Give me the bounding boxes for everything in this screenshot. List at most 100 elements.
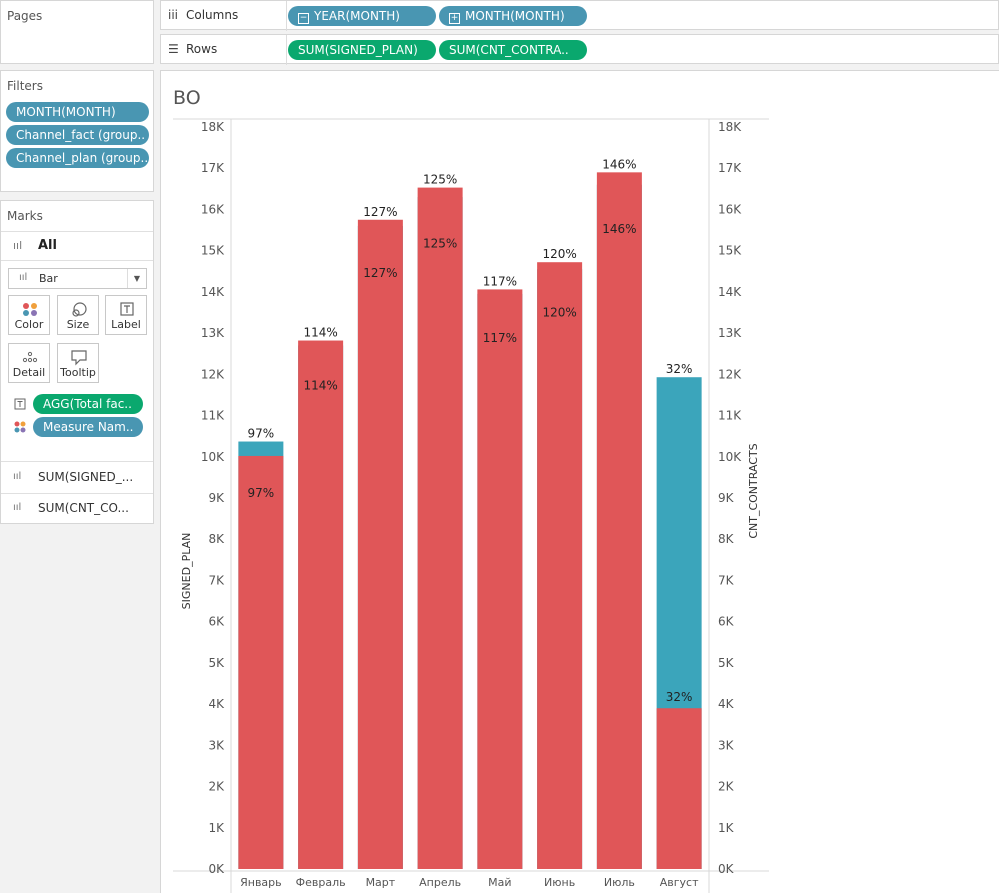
- color-dots-icon: [14, 421, 26, 433]
- pill-label: Channel_plan (group..: [16, 151, 149, 165]
- y-tick-label-left: 10K: [201, 450, 225, 464]
- y-tick-label-left: 6K: [208, 615, 225, 629]
- bar-label-inner: 127%: [363, 266, 397, 280]
- pages-title: Pages: [7, 9, 43, 23]
- color-dots-icon: [23, 303, 37, 316]
- y-tick-label-right: 7K: [718, 573, 735, 587]
- columns-label: Columns: [186, 8, 239, 22]
- y-tick-label-left: 5K: [208, 656, 225, 670]
- label-button[interactable]: Label: [105, 295, 147, 335]
- bar-signed-plan[interactable]: [238, 455, 284, 869]
- marks-card-all[interactable]: ııl All: [1, 232, 153, 260]
- columns-shelf: iii Columns − YEAR(MONTH) + MONTH(MONTH): [160, 0, 999, 31]
- pill-sum-cnt-contracts[interactable]: SUM(CNT_CONTRA..: [439, 40, 587, 60]
- dropdown-arrow-icon: ▼: [127, 269, 146, 288]
- detail-dots-icon: [22, 351, 38, 363]
- bar-signed-plan[interactable]: [596, 172, 642, 869]
- filter-pill-channel-plan[interactable]: Channel_plan (group..: [6, 148, 149, 168]
- measure-label: SUM(SIGNED_...: [38, 470, 134, 484]
- pill-label: YEAR(MONTH): [314, 9, 400, 23]
- bar-label-top: 146%: [602, 157, 636, 171]
- pill-label: Measure Nam..: [43, 420, 134, 434]
- size-button[interactable]: Size: [57, 295, 99, 335]
- label-label: Label: [111, 318, 141, 331]
- y-tick-label-right: 11K: [718, 409, 742, 423]
- filter-pill-channel-fact[interactable]: Channel_fact (group..: [6, 125, 149, 145]
- tooltip-icon: [71, 350, 87, 366]
- y-tick-label-left: 1K: [208, 821, 225, 835]
- marks-panel: Marks ııl All ııl Bar ▼ Color Size Label: [0, 200, 154, 524]
- bar-label-top: 114%: [303, 326, 337, 340]
- field-pill-measure-names[interactable]: Measure Nam..: [33, 417, 143, 437]
- y-tick-label-right: 9K: [718, 491, 735, 505]
- bar-label-top: 32%: [666, 362, 693, 376]
- y-tick-label-right: 5K: [718, 656, 735, 670]
- bar-signed-plan[interactable]: [656, 708, 702, 869]
- marks-field-color[interactable]: Measure Nam..: [1, 416, 153, 438]
- field-pill-total-fact[interactable]: AGG(Total fac..: [33, 394, 143, 414]
- divider: [1, 493, 153, 494]
- bar-signed-plan[interactable]: [477, 289, 523, 870]
- y-tick-label-left: 3K: [208, 738, 225, 752]
- y-tick-label-left: 13K: [201, 326, 225, 340]
- pill-label: SUM(SIGNED_PLAN): [298, 43, 418, 57]
- y-tick-label-right: 12K: [718, 367, 742, 381]
- bar-label-inner: 32%: [666, 690, 693, 704]
- divider: [1, 260, 153, 261]
- bar-chart-icon: ııl: [13, 471, 22, 482]
- y-tick-label-right: 1K: [718, 821, 735, 835]
- marks-field-label[interactable]: AGG(Total fac..: [1, 393, 153, 415]
- y-tick-label-left: 4K: [208, 697, 225, 711]
- size-icon: [72, 302, 87, 317]
- detail-button[interactable]: Detail: [8, 343, 50, 383]
- y-tick-label-right: 13K: [718, 326, 742, 340]
- y-tick-label-right: 18K: [718, 120, 742, 134]
- bar-label-top: 117%: [483, 274, 517, 288]
- pill-label: AGG(Total fac..: [43, 397, 132, 411]
- bar-signed-plan[interactable]: [298, 340, 344, 869]
- measure-label: SUM(CNT_CO...: [38, 501, 129, 515]
- color-button[interactable]: Color: [8, 295, 50, 335]
- bar-signed-plan[interactable]: [417, 187, 463, 869]
- pill-year-month[interactable]: − YEAR(MONTH): [288, 6, 436, 26]
- divider: [1, 461, 153, 462]
- marks-card-cnt-contracts[interactable]: ııl SUM(CNT_CO...: [1, 494, 153, 524]
- pill-month-month[interactable]: + MONTH(MONTH): [439, 6, 587, 26]
- y-tick-label-left: 0K: [208, 862, 225, 876]
- y-tick-label-left: 8K: [208, 532, 225, 546]
- color-label: Color: [14, 318, 44, 331]
- bar-label-inner: 117%: [483, 331, 517, 345]
- y-tick-label-right: 8K: [718, 532, 735, 546]
- y-tick-label-left: 11K: [201, 409, 225, 423]
- y-tick-label-left: 12K: [201, 367, 225, 381]
- bar-label-inner: 125%: [423, 236, 457, 250]
- marks-card-signed-plan[interactable]: ııl SUM(SIGNED_...: [1, 462, 153, 493]
- rows-shelf: ☰ Rows SUM(SIGNED_PLAN) SUM(CNT_CONTRA..: [160, 34, 999, 65]
- size-label: Size: [66, 318, 90, 331]
- bar-signed-plan[interactable]: [357, 219, 403, 869]
- y-tick-label-left: 17K: [201, 161, 225, 175]
- bar-chart-icon: ııl: [13, 502, 22, 513]
- expand-icon[interactable]: +: [449, 13, 460, 24]
- marks-all-label: All: [38, 238, 57, 253]
- text-icon: [14, 398, 26, 410]
- filter-pill-month[interactable]: MONTH(MONTH): [6, 102, 149, 122]
- bar-label-top: 97%: [248, 427, 275, 441]
- collapse-icon[interactable]: −: [298, 13, 309, 24]
- bar-chart-icon: ııl: [13, 239, 23, 252]
- pages-panel: Pages: [0, 0, 154, 64]
- y-tick-label-right: 4K: [718, 697, 735, 711]
- bar-signed-plan[interactable]: [537, 262, 583, 870]
- y-tick-label-right: 2K: [718, 780, 735, 794]
- bar-label-inner: 97%: [248, 486, 275, 500]
- tooltip-button[interactable]: Tooltip: [57, 343, 99, 383]
- rows-icon: ☰: [168, 42, 179, 56]
- text-icon: [120, 302, 134, 316]
- chart: BO 0K 0K 1K 1K 2K 2K 3K 3K 4K 4K 5K 5K 6K 6K 7K 7K 8K 8K 9…: [173, 87, 769, 893]
- mark-type-dropdown[interactable]: ııl Bar ▼: [8, 268, 147, 289]
- pill-sum-signed-plan[interactable]: SUM(SIGNED_PLAN): [288, 40, 436, 60]
- view-panel: BO 0K 0K 1K 1K 2K 2K 3K 3K 4K 4K 5K 5K 6K 6K 7K 7K 8K 8K 9…: [160, 70, 999, 893]
- y-tick-label-right: 15K: [718, 244, 742, 258]
- x-tick-label: Апрель: [419, 876, 461, 889]
- pill-label: Channel_fact (group..: [16, 128, 146, 142]
